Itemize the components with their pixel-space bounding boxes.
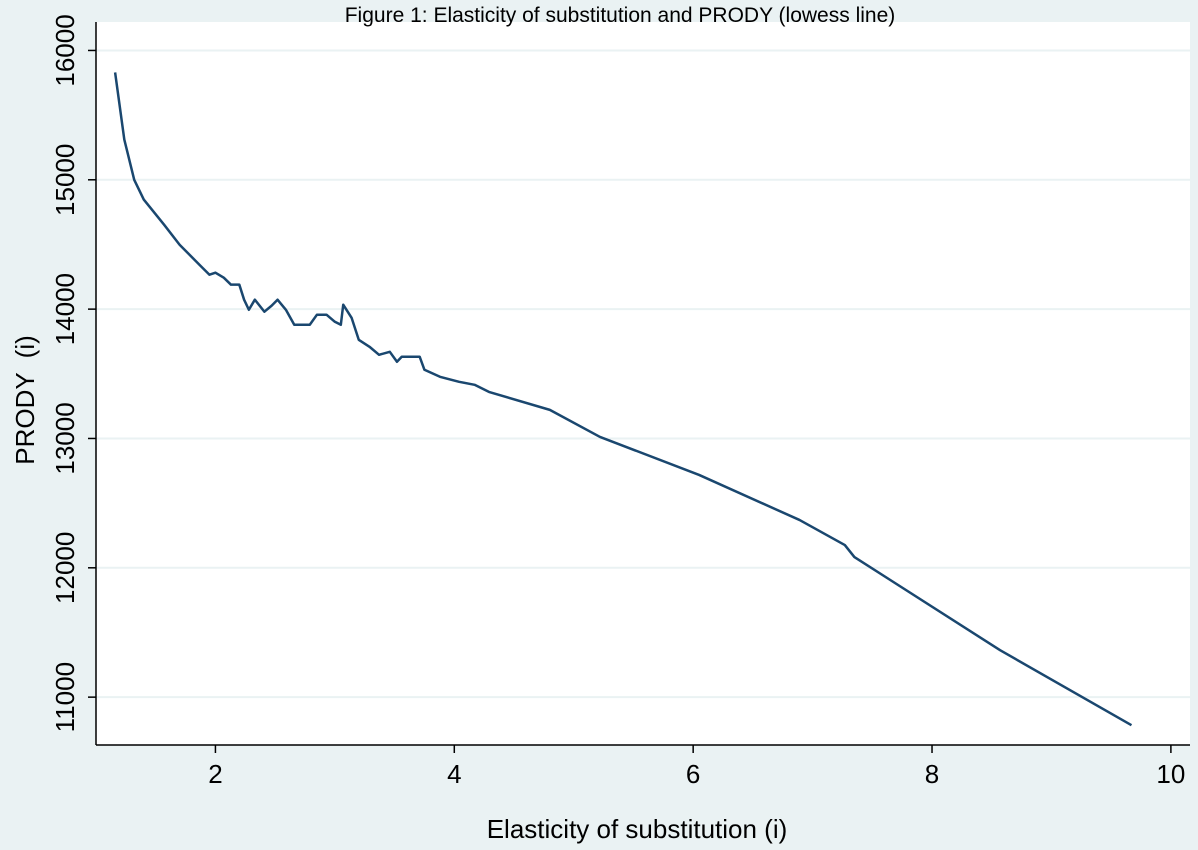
x-tick-label: 4	[447, 759, 461, 789]
x-tick-label: 10	[1156, 759, 1185, 789]
x-tick-label: 6	[686, 759, 700, 789]
plot-area	[96, 22, 1190, 745]
x-tick-label: 8	[925, 759, 939, 789]
chart-title: Figure 1: Elasticity of substitution and…	[345, 4, 896, 27]
data-line	[113, 72, 1133, 727]
y-tick-label: 16000	[50, 14, 80, 86]
x-axis-label: Elasticity of substitution (i)	[487, 814, 788, 844]
y-axis-label: PRODY (i)	[10, 335, 40, 465]
y-tick-label: 15000	[50, 144, 80, 216]
y-tick-label: 11000	[50, 662, 80, 732]
y-tick-label: 13000	[50, 402, 80, 474]
y-tick-label: 12000	[50, 532, 80, 604]
x-tick-label: 2	[208, 759, 222, 789]
y-tick-label: 14000	[50, 273, 80, 345]
